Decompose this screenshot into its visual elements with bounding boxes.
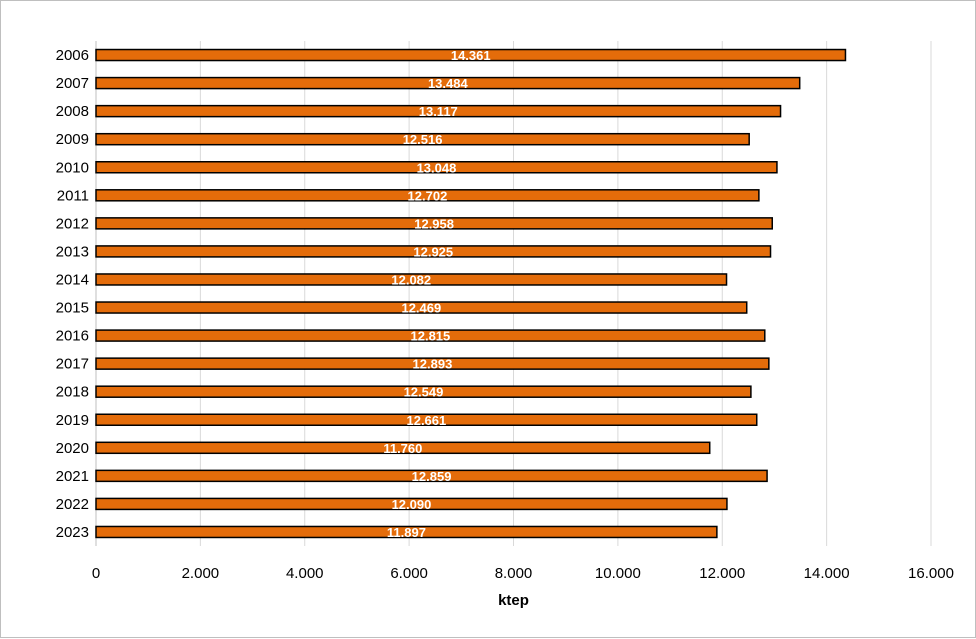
bar bbox=[95, 497, 728, 511]
bar bbox=[95, 273, 728, 286]
data-label: 12.958 bbox=[414, 216, 454, 231]
category-label: 2012 bbox=[56, 215, 89, 232]
bar bbox=[95, 189, 760, 202]
data-label: 12.859 bbox=[412, 469, 452, 484]
bar bbox=[95, 413, 758, 426]
x-tick-labels: 0 2.000 4.000 6.000 8.000 10.000 12.000 14.000 1… bbox=[92, 565, 954, 582]
x-tick-label: 0 bbox=[92, 565, 100, 582]
bar bbox=[95, 357, 770, 370]
bar bbox=[95, 525, 718, 539]
data-label: 14.361 bbox=[451, 48, 491, 63]
category-label: 2022 bbox=[56, 496, 89, 513]
x-tick-label: 4.000 bbox=[286, 565, 324, 582]
category-label: 2023 bbox=[56, 524, 89, 541]
bar bbox=[95, 161, 778, 174]
data-label: 12.925 bbox=[413, 244, 453, 259]
category-label: 2017 bbox=[56, 356, 89, 373]
data-label: 12.090 bbox=[392, 497, 432, 512]
bar bbox=[95, 245, 772, 258]
x-tick-label: 10.000 bbox=[595, 565, 641, 582]
category-label: 2011 bbox=[57, 187, 89, 204]
x-tick-label: 16.000 bbox=[908, 565, 954, 582]
category-label: 2020 bbox=[56, 440, 89, 457]
data-label: 12.893 bbox=[413, 357, 453, 372]
data-label: 12.516 bbox=[403, 132, 443, 147]
data-label: 12.661 bbox=[406, 413, 446, 428]
category-label: 2016 bbox=[56, 328, 89, 345]
category-label: 2013 bbox=[56, 243, 89, 260]
x-tick-label: 6.000 bbox=[390, 565, 428, 582]
category-label: 2019 bbox=[56, 412, 89, 429]
bar bbox=[95, 76, 801, 90]
x-tick-label: 12.000 bbox=[699, 565, 745, 582]
data-label: 13.048 bbox=[417, 160, 457, 175]
data-label: 13.117 bbox=[419, 104, 458, 119]
data-label: 13.484 bbox=[428, 76, 469, 91]
category-label: 2021 bbox=[56, 468, 89, 485]
data-label: 12.815 bbox=[411, 329, 451, 344]
category-label: 2010 bbox=[56, 159, 89, 176]
category-label: 2008 bbox=[56, 103, 89, 120]
category-labels: 2006 2007 2008 2009 2010 2011 2012 2013 2014 2015… bbox=[56, 47, 89, 541]
data-label: 12.702 bbox=[408, 188, 448, 203]
data-label: 11.760 bbox=[383, 441, 422, 456]
data-label: 12.469 bbox=[401, 301, 441, 316]
category-label: 2015 bbox=[56, 300, 89, 317]
category-label: 2007 bbox=[56, 75, 89, 92]
category-label: 2006 bbox=[56, 47, 89, 64]
bar bbox=[95, 329, 766, 342]
bar bbox=[95, 385, 752, 398]
bar bbox=[95, 217, 773, 230]
bar bbox=[95, 132, 750, 146]
bar bbox=[95, 301, 748, 314]
x-tick-label: 8.000 bbox=[495, 565, 533, 582]
category-label: 2014 bbox=[56, 271, 89, 288]
gridlines bbox=[199, 41, 932, 546]
data-label: 12.549 bbox=[404, 385, 444, 400]
bars: 14.361 13.484 13.117 12.516 13.048 12.702 12.9… bbox=[95, 48, 847, 540]
category-label: 2018 bbox=[56, 384, 89, 401]
bar bbox=[95, 48, 847, 62]
data-label: 11.897 bbox=[387, 525, 426, 540]
bar bbox=[95, 104, 782, 118]
bar bbox=[95, 469, 768, 483]
x-tick-label: 2.000 bbox=[182, 565, 220, 582]
category-label: 2009 bbox=[56, 131, 89, 148]
data-label: 12.082 bbox=[391, 272, 431, 287]
x-axis-title: ktep bbox=[498, 592, 529, 609]
x-tick-label: 14.000 bbox=[804, 565, 850, 582]
bar bbox=[95, 441, 711, 455]
